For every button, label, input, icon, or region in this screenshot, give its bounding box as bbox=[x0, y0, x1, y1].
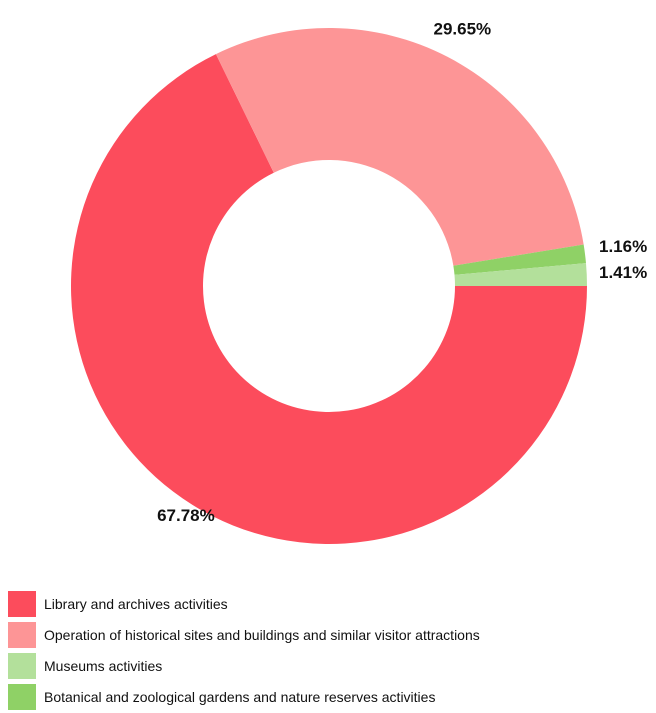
legend-label: Botanical and zoological gardens and nat… bbox=[44, 688, 436, 705]
legend-swatch bbox=[8, 621, 36, 648]
legend-item: Library and archives activities bbox=[8, 588, 480, 619]
donut-slice bbox=[454, 263, 587, 286]
legend-item: Operation of historical sites and buildi… bbox=[8, 619, 480, 650]
donut-slice bbox=[453, 244, 586, 275]
chart-legend: Library and archives activities Operation… bbox=[8, 588, 480, 712]
legend-label: Museums activities bbox=[44, 657, 163, 674]
legend-swatch bbox=[8, 683, 36, 710]
donut-chart: 67.78% 29.65% 1.16% 1.41% bbox=[70, 19, 647, 545]
slice-value-label: 29.65% bbox=[434, 19, 492, 38]
slice-value-label: 1.16% bbox=[599, 237, 647, 256]
donut-slices bbox=[70, 28, 587, 545]
legend-label: Operation of historical sites and buildi… bbox=[44, 626, 480, 643]
legend-item: Museums activities bbox=[8, 650, 480, 681]
legend-item: Botanical and zoological gardens and nat… bbox=[8, 681, 480, 712]
legend-label: Library and archives activities bbox=[44, 595, 228, 612]
legend-swatch bbox=[8, 590, 36, 617]
legend-swatch bbox=[8, 652, 36, 679]
donut-slice bbox=[70, 54, 587, 545]
slice-value-labels: 67.78% 29.65% 1.16% 1.41% bbox=[157, 19, 647, 524]
donut-slice bbox=[215, 28, 584, 266]
slice-value-label: 1.41% bbox=[599, 263, 647, 282]
slice-value-label: 67.78% bbox=[157, 506, 215, 525]
